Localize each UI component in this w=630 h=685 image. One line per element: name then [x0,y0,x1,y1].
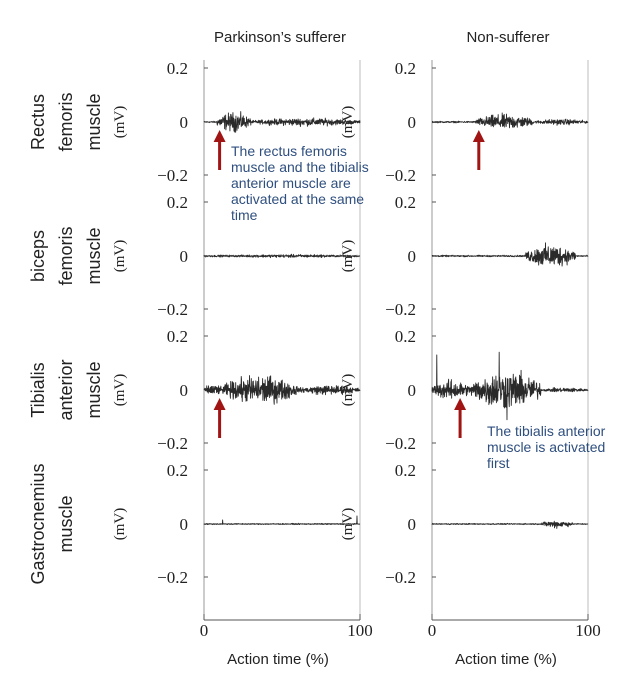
annotation-line: muscle and the tibialis [231,159,369,175]
emg-trace-r3-c0 [203,515,361,526]
row-label-line: anterior [56,359,76,420]
ytick-label: 0.2 [395,327,416,346]
ytick-label: 0.2 [395,59,416,78]
ytick-label: −0.2 [385,166,416,185]
emg-trace-r3-c1 [431,520,589,529]
annotation-arrow-head [213,398,226,410]
xtick-label: 100 [347,621,373,640]
ylabel-mv: (mV) [112,240,128,273]
ytick-label: 0 [180,381,189,400]
emg-trace-r1-c1 [431,242,589,267]
ytick-label: 0 [408,515,417,534]
emg-trace-r2-c1 [431,351,589,421]
row-label-line: muscle [84,227,104,284]
row-label-line: femoris [56,92,76,151]
emg-trace-r0-c1 [431,112,589,129]
row-label-line: biceps [28,230,48,282]
ytick-label: −0.2 [157,434,188,453]
emg-trace-r1-c0 [203,253,361,259]
ylabel-mv: (mV) [112,106,128,139]
x-axis-label-0: Action time (%) [227,651,329,668]
annotation-line: first [487,455,510,471]
ytick-label: −0.2 [385,434,416,453]
ytick-label: 0.2 [167,327,188,346]
ytick-label: 0 [408,381,417,400]
row-label-line: femoris [56,226,76,285]
ytick-label: 0.2 [167,193,188,212]
ytick-label: −0.2 [157,166,188,185]
x-axis-label-1: Action time (%) [455,651,557,668]
column-title-1: Non-sufferer [466,29,549,46]
row-label-line: Gastrocnemius [28,463,48,584]
ytick-label: 0.2 [167,461,188,480]
row-label-line: muscle [84,361,104,418]
ytick-label: 0 [408,113,417,132]
annotation-line: activated at the same [231,191,364,207]
annotation-arrow-head [472,130,485,142]
ytick-label: −0.2 [157,300,188,319]
column-title-0: Parkinson’s sufferer [214,29,346,46]
emg-trace-r2-c0 [203,375,361,405]
ytick-label: 0.2 [395,193,416,212]
annotation-line: muscle is activated [487,439,605,455]
row-label-line: muscle [56,495,76,552]
ytick-label: −0.2 [385,300,416,319]
ytick-label: 0 [180,113,189,132]
ylabel-mv: (mV) [112,374,128,407]
row-label-line: Rectus [28,94,48,150]
ytick-label: 0 [180,247,189,266]
annotation-line: The tibialis anterior [487,423,606,439]
ytick-label: 0 [180,515,189,534]
xtick-label: 0 [200,621,209,640]
emg-trace-r0-c0 [203,111,361,133]
row-label-line: muscle [84,93,104,150]
ytick-label: 0.2 [395,461,416,480]
xtick-label: 100 [575,621,601,640]
annotation-line: time [231,207,258,223]
annotation-arrow-head [454,398,467,410]
ylabel-mv: (mV) [112,508,128,541]
xtick-label: 0 [428,621,437,640]
ytick-label: −0.2 [385,568,416,587]
annotation-line: anterior muscle are [231,175,351,191]
row-label-line: Tibialis [28,362,48,417]
ytick-label: 0.2 [167,59,188,78]
ytick-label: −0.2 [157,568,188,587]
annotation-line: The rectus femoris [231,143,347,159]
annotation-arrow-head [213,130,226,142]
ytick-label: 0 [408,247,417,266]
